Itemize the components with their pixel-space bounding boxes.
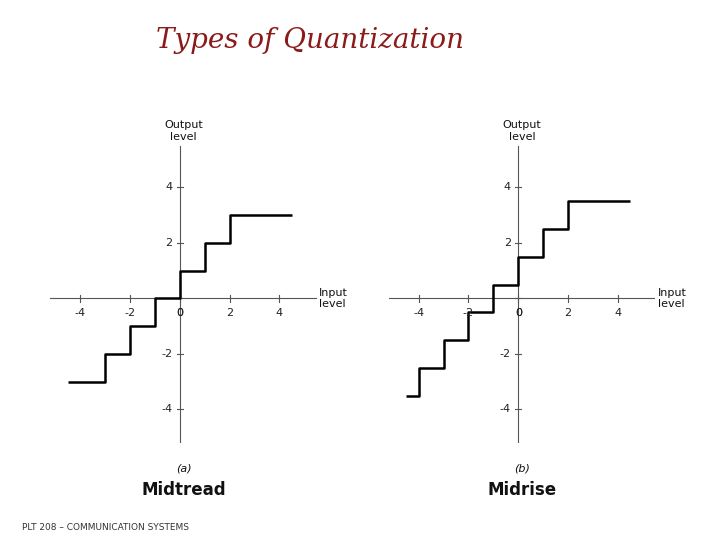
Text: 4: 4 [504, 183, 510, 192]
Text: -4: -4 [413, 308, 424, 318]
Text: (b): (b) [514, 463, 530, 474]
Text: Midrise: Midrise [487, 482, 557, 500]
Text: 0: 0 [515, 308, 522, 318]
Text: 2: 2 [166, 238, 172, 248]
Text: -4: -4 [500, 404, 510, 415]
Text: Output
level: Output level [164, 120, 203, 141]
Text: 4: 4 [614, 308, 621, 318]
Text: -2: -2 [500, 349, 510, 359]
Text: 2: 2 [226, 308, 233, 318]
Text: -2: -2 [463, 308, 474, 318]
Text: (a): (a) [176, 463, 192, 474]
Text: 4: 4 [276, 308, 283, 318]
Text: 0: 0 [176, 308, 184, 318]
Text: Input
level: Input level [657, 288, 687, 309]
Text: 4: 4 [166, 183, 172, 192]
Text: Types of Quantization: Types of Quantization [156, 27, 464, 54]
Text: 2: 2 [564, 308, 572, 318]
Text: -2: -2 [161, 349, 172, 359]
Text: Output
level: Output level [503, 120, 541, 141]
Text: -4: -4 [75, 308, 86, 318]
Text: -4: -4 [161, 404, 172, 415]
Text: 0: 0 [176, 308, 184, 318]
Text: 2: 2 [504, 238, 510, 248]
Text: PLT 208 – COMMUNICATION SYSTEMS: PLT 208 – COMMUNICATION SYSTEMS [22, 523, 189, 532]
Text: -2: -2 [125, 308, 135, 318]
Text: Input
level: Input level [319, 288, 348, 309]
Text: 0: 0 [515, 308, 522, 318]
Text: Midtread: Midtread [141, 482, 226, 500]
